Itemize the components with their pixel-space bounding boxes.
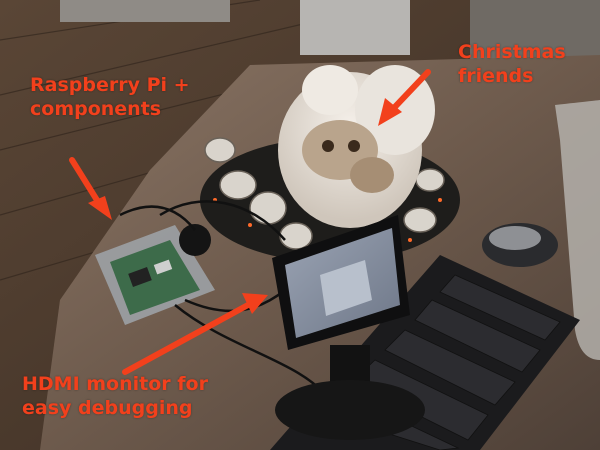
annotation-pi-line2: components [30,98,162,120]
annotation-hdmi-line1: HDMI monitor for [22,373,208,395]
mouse [482,223,558,267]
arrow-pi [69,157,103,208]
back-cabinet [60,0,230,22]
annotation-arrows [69,69,431,375]
annotation-hdmi-monitor: HDMI monitor for easy debugging [22,372,208,420]
annotation-hdmi-line2: easy debugging [22,397,193,419]
hdmi-monitor [272,215,425,440]
annotation-friends-line2: friends [458,65,534,87]
arrow-hdmi [122,302,251,375]
annotation-raspberry-pi: Raspberry Pi + components [30,73,190,121]
arrow-friends [389,69,431,113]
annotation-friends-line1: Christmas [458,41,566,63]
sink-edge [555,100,600,360]
annotation-pi-line1: Raspberry Pi + [30,74,190,96]
annotation-christmas-friends: Christmas friends [458,40,566,88]
back-appliance [300,0,410,55]
